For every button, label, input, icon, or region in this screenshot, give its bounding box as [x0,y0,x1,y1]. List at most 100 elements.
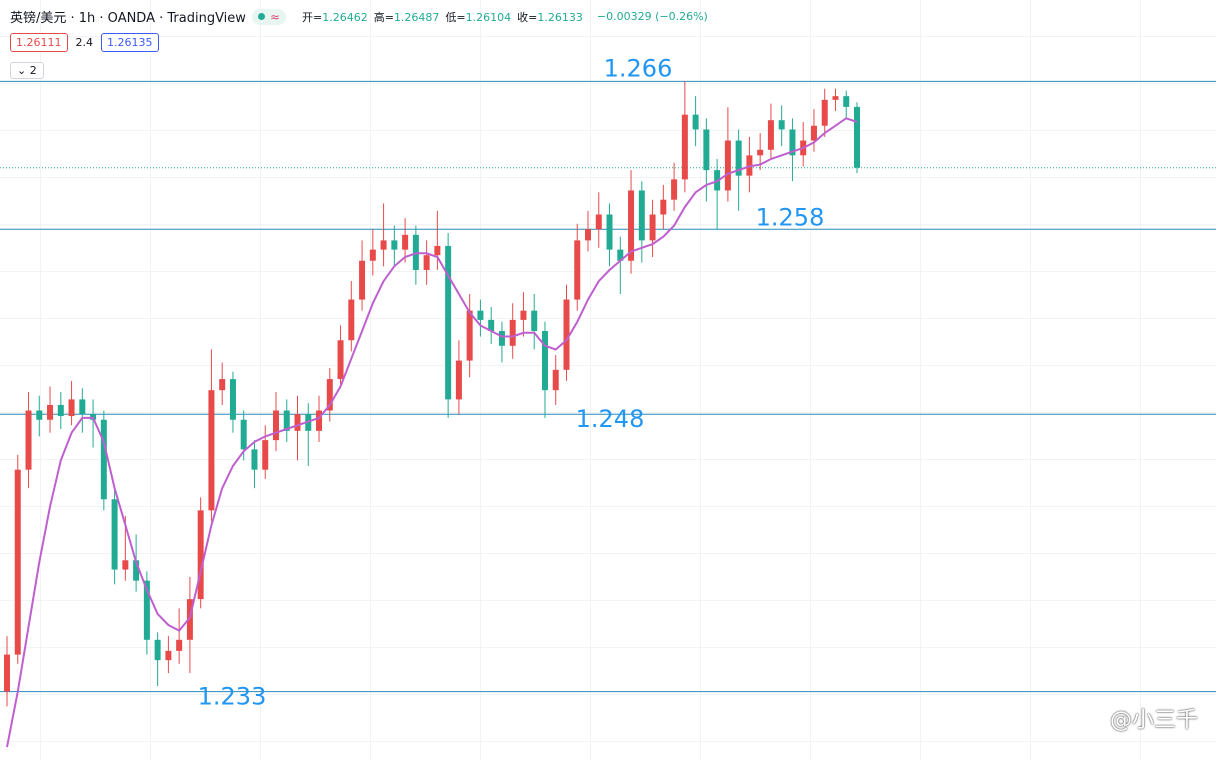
candle-body [294,414,301,431]
candle-body [854,106,860,168]
candle-body [638,190,645,241]
candle-body [369,249,376,261]
candle-body [380,240,387,250]
candle-body [531,310,538,331]
candle-body [606,214,613,250]
candle-body [391,240,398,250]
moving-average [6,117,858,748]
candle-body [595,214,602,230]
candle-body [843,96,850,107]
candle-body [165,650,172,661]
candle-body [47,404,54,420]
candle-body [692,114,699,130]
level-label: 1.258 [756,203,825,231]
candle-body [520,310,527,320]
ask[interactable]: 1.26135 [101,33,159,52]
candle-body [724,140,731,191]
candle-body [240,419,247,450]
candle-body [14,469,21,655]
candle-body [821,99,828,126]
ohlc-value: 1.26104 [465,10,512,24]
market-status[interactable]: ≈ [251,8,286,25]
watermark: @小三千 [1109,708,1198,733]
quote-row: 1.26111 2.4 1.26135 [10,33,159,52]
candle-body [757,149,764,156]
candle-body [359,260,366,300]
candle-body [219,379,226,391]
candle-body [283,410,290,431]
candle-body [671,179,678,200]
candle-body [810,125,817,141]
ohlc-legend: 开=1.26462 高=1.26487 低=1.26104 收=1.26133 [302,9,589,25]
candle-body [133,560,140,581]
candle-body [100,419,107,500]
ohlc-label: 开= [302,10,323,24]
change: −0.00329 (−0.26%) [596,10,708,23]
candle-body [316,410,323,431]
candle-body [176,639,183,651]
candle-body [660,199,667,215]
candle-body [498,330,505,346]
candle-body [832,96,839,100]
candle-body [79,399,86,415]
ohlc-label: 高= [373,10,394,24]
candle-body [143,580,150,640]
candle-body [25,410,32,470]
ohlc-value: 1.26133 [537,10,583,24]
candle-body [326,379,333,411]
candle-body [509,319,516,346]
candle-body [541,330,548,391]
candle-body [4,654,10,692]
spread: 2.4 [75,36,94,49]
candle-body [778,120,785,130]
candle-body [628,190,635,261]
candle-body [434,245,441,256]
candle-body [122,560,129,570]
candle-body [617,249,624,261]
candle-body [466,310,473,361]
level-label: 1.266 [604,54,673,82]
candle-body [348,299,355,341]
candle-body [186,599,193,640]
symbol: 英镑/美元 · 1h · OANDA · TradingView [10,11,246,26]
candle-body [272,410,279,441]
candle-body [36,410,43,420]
candle-body [337,340,344,380]
candle-body [488,319,495,331]
indicator-count: 2 [29,64,37,77]
indicator-toggle[interactable]: ⌄ 2 [10,62,44,79]
candle-body [552,369,559,391]
candle-body [455,360,462,400]
candle-body [477,310,484,320]
candle-body [197,510,204,600]
candle-body [111,499,118,570]
candle-body [767,120,774,150]
candle-body [423,255,430,270]
candle-body [789,129,796,156]
status-icon: ≈ [269,9,280,24]
candle-body [68,399,75,417]
candle-body [57,404,64,417]
candle-body [563,299,570,370]
level-label: 1.233 [198,683,267,711]
candle-body [154,639,161,661]
candle-body [585,229,592,241]
ohlc-label: 低= [445,10,466,24]
candle-body [262,440,269,470]
candle-body [229,379,236,420]
level-label: 1.248 [576,405,645,433]
ohlc-label: 收= [517,10,538,24]
candle-body [649,214,656,241]
candle-body [445,245,452,400]
ohlc-value: 1.26487 [393,10,440,24]
candle-body [402,234,409,250]
candle-body [251,449,258,470]
ohlc-value: 1.26462 [322,10,368,24]
header: 英镑/美元 · 1h · OANDA · TradingView ≈ 开=1.2… [10,7,708,26]
candle-body [208,390,215,511]
candle-body [681,114,688,180]
candle-body [735,140,742,176]
bid[interactable]: 1.26111 [10,33,68,52]
